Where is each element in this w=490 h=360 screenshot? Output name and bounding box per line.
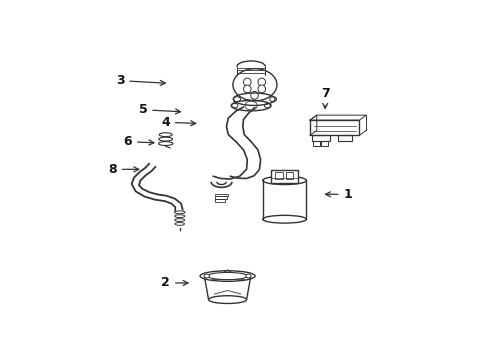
Text: 2: 2 (161, 276, 188, 289)
Ellipse shape (258, 85, 266, 93)
Bar (321, 141, 328, 146)
Ellipse shape (251, 91, 258, 99)
Text: 8: 8 (108, 163, 139, 176)
Text: 3: 3 (116, 74, 165, 87)
Text: 6: 6 (123, 135, 154, 148)
Bar (286, 172, 294, 179)
Bar (215, 199, 225, 202)
Bar (310, 120, 359, 135)
Circle shape (246, 274, 251, 278)
Ellipse shape (200, 271, 255, 281)
Ellipse shape (263, 215, 306, 223)
Text: 7: 7 (321, 87, 330, 108)
Text: 4: 4 (161, 116, 196, 129)
Ellipse shape (174, 215, 185, 217)
Circle shape (204, 274, 209, 278)
Ellipse shape (159, 137, 172, 141)
Ellipse shape (158, 141, 173, 145)
Ellipse shape (263, 176, 306, 185)
Ellipse shape (175, 222, 184, 225)
Bar (312, 135, 330, 141)
Bar (339, 135, 352, 141)
Text: 1: 1 (325, 188, 352, 201)
Ellipse shape (174, 211, 185, 214)
Bar (215, 194, 228, 197)
Bar (271, 170, 298, 183)
Ellipse shape (209, 296, 246, 303)
Bar (275, 172, 283, 179)
Ellipse shape (244, 78, 251, 86)
Ellipse shape (159, 133, 172, 136)
Ellipse shape (208, 273, 247, 280)
Ellipse shape (258, 78, 266, 86)
Bar (215, 197, 227, 199)
Text: 5: 5 (139, 103, 180, 116)
Bar (313, 141, 320, 146)
Ellipse shape (175, 219, 185, 221)
Ellipse shape (244, 85, 251, 93)
